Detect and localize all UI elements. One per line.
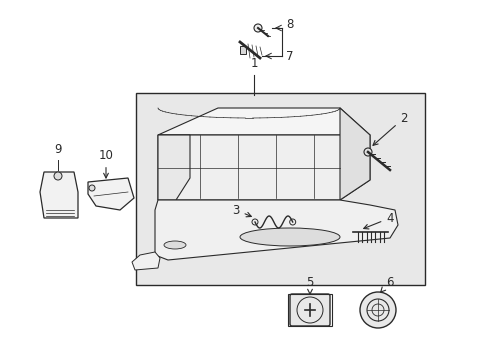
Text: 3: 3	[232, 203, 251, 217]
Text: 6: 6	[380, 275, 393, 292]
Text: 4: 4	[363, 212, 393, 229]
Circle shape	[363, 148, 371, 156]
Polygon shape	[240, 46, 245, 54]
Text: 1: 1	[250, 57, 257, 70]
Text: 5: 5	[305, 275, 313, 294]
Text: 9: 9	[54, 143, 61, 156]
Ellipse shape	[240, 228, 339, 246]
Polygon shape	[158, 135, 190, 200]
Circle shape	[54, 172, 62, 180]
Circle shape	[253, 24, 262, 32]
Bar	[287, 294, 331, 326]
Polygon shape	[339, 108, 369, 200]
Text: 7: 7	[285, 50, 293, 63]
Text: 2: 2	[372, 112, 407, 145]
Circle shape	[251, 219, 258, 225]
Circle shape	[289, 219, 295, 225]
Polygon shape	[158, 135, 369, 200]
Circle shape	[359, 292, 395, 328]
FancyBboxPatch shape	[289, 294, 329, 326]
Polygon shape	[88, 178, 134, 210]
Text: 8: 8	[285, 18, 293, 31]
Bar	[136, 93, 424, 285]
Ellipse shape	[163, 241, 185, 249]
Text: 10: 10	[99, 149, 113, 178]
Polygon shape	[40, 172, 78, 218]
Polygon shape	[132, 252, 160, 270]
Circle shape	[89, 185, 95, 191]
Polygon shape	[155, 200, 397, 260]
Polygon shape	[158, 108, 369, 135]
